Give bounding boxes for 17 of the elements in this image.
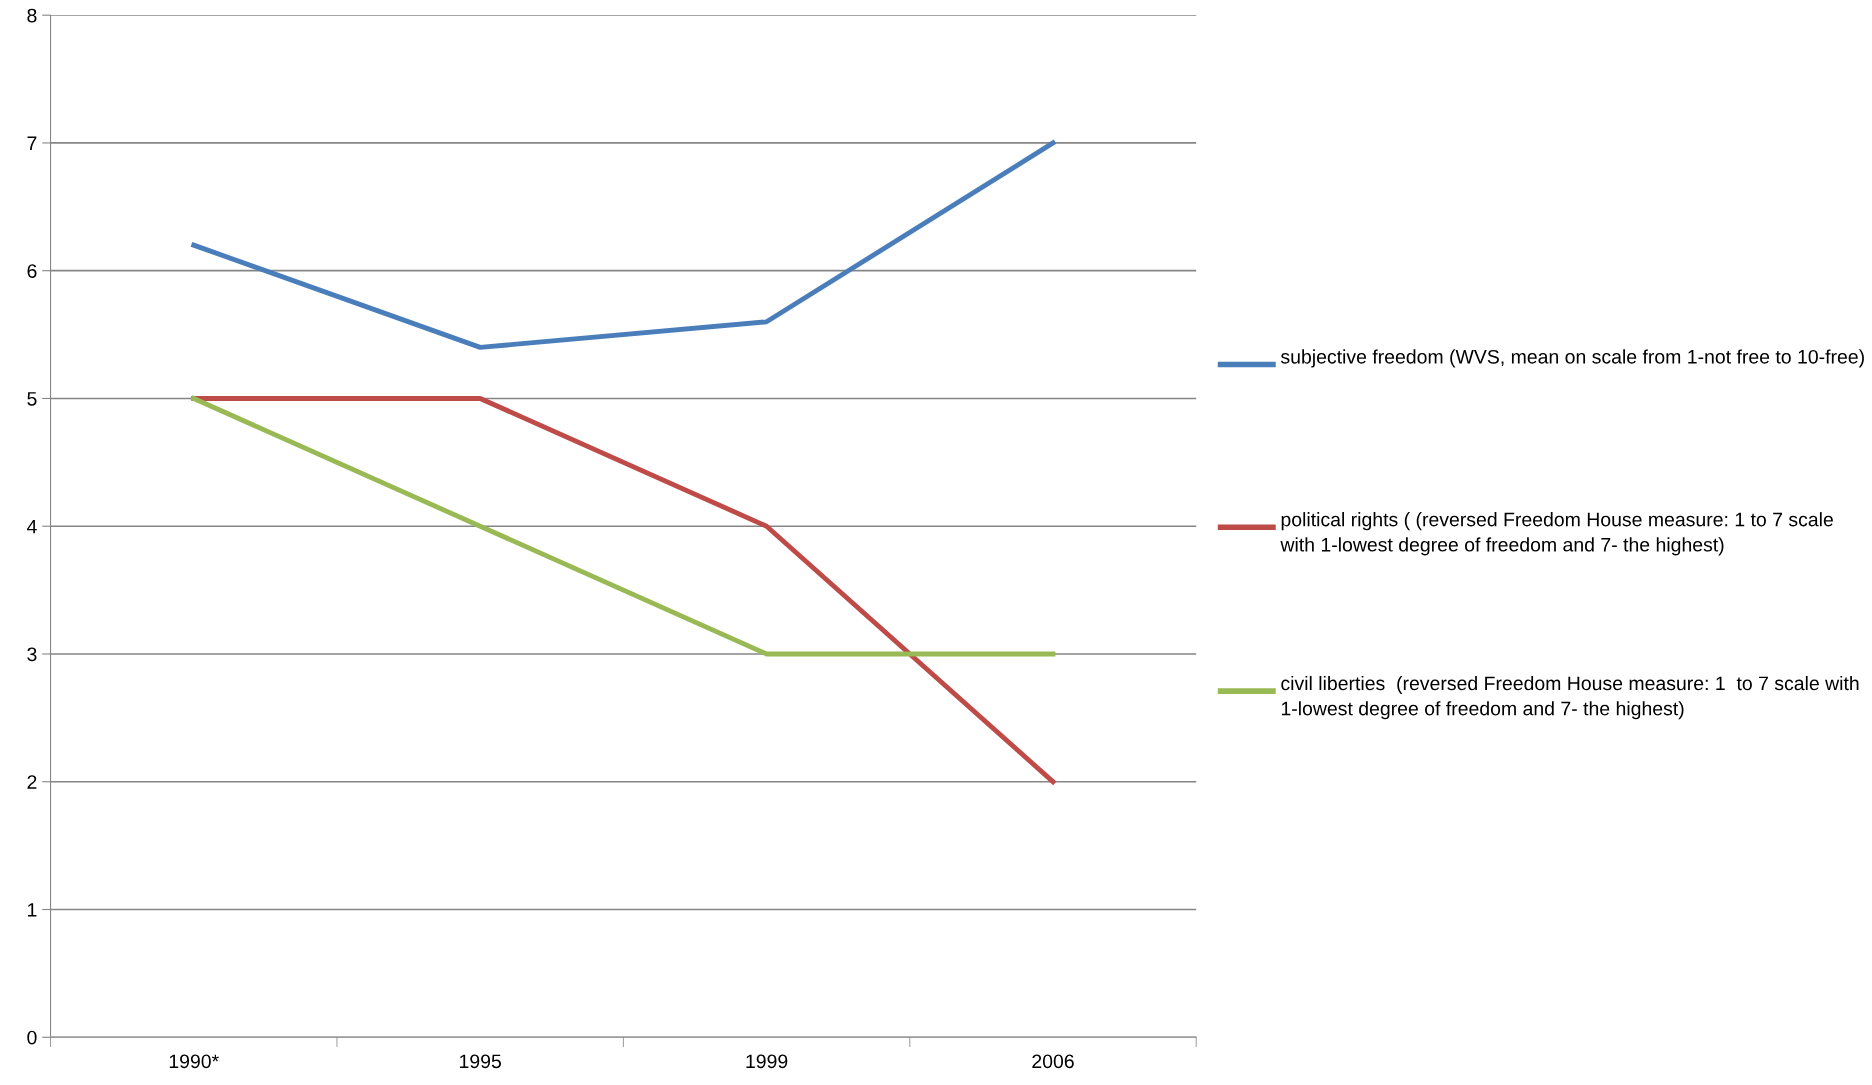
x-tick-label: 1995 — [460, 1054, 501, 1069]
line-series — [191, 140, 1056, 350]
legend-label: civil liberties (reversed Freedom House measure: 1 to 7 scale with 1-lowest degree of freedom and 7- the highest) — [1281, 675, 1859, 720]
y-tick-label: 0 — [27, 1030, 37, 1045]
y-tick-label: 5 — [27, 392, 37, 406]
x-tick-label: 1999 — [746, 1054, 788, 1069]
y-tick-label: 6 — [27, 264, 37, 278]
y-tick-label: 8 — [27, 8, 37, 23]
y-tick-label: 1 — [28, 903, 37, 917]
x-tick-label: 1990* — [169, 1054, 219, 1069]
y-tick-label: 2 — [27, 775, 37, 789]
y-tick-label: 7 — [27, 136, 37, 150]
legend-label: political rights ( (reversed Freedom House measure: 1 to 7 scale with 1-lowest degree of freedom and 7- the highest) — [1280, 512, 1833, 556]
legend-label: subjective freedom (WVS, mean on scale from 1-not free to 10-free) — [1280, 349, 1864, 368]
y-tick-label: 4 — [26, 519, 37, 534]
x-tick-label: 2006 — [1032, 1054, 1074, 1069]
y-tick-label: 3 — [27, 647, 37, 662]
